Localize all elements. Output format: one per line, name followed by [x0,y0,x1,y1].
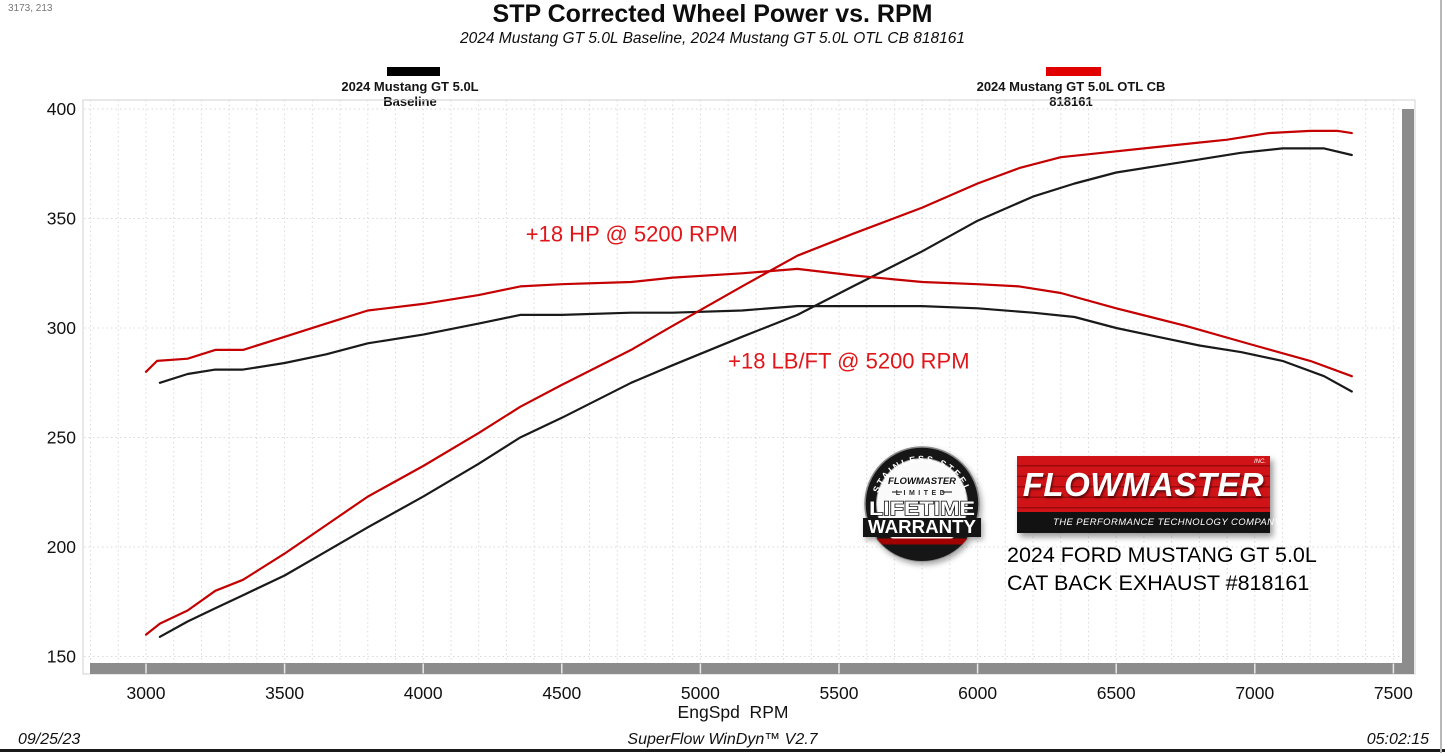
cursor-coords-readout: 3173, 213 [8,3,53,14]
y-tick-label: 350 [47,209,76,229]
x-tick-label: 5000 [681,683,720,703]
x-axis-tick-notch [838,663,840,674]
x-tick-label: 3000 [127,683,166,703]
curve-1 [158,305,1353,393]
bottom-border-rule [0,749,1445,752]
badge-flowmaster-script: FLOWMASTER [888,476,956,487]
y-tick-label: 400 [47,99,76,119]
footer-date: 09/25/23 [18,731,81,748]
x-axis-tick-notch [145,663,147,674]
badge-lifetime-text: LIFETIME [869,498,975,520]
x-axis-tick-notch [283,663,286,674]
product-text-line2: CAT BACK EXHAUST #818161 [1007,571,1310,595]
annotation-hp-gain: +18 HP @ 5200 RPM [525,221,738,247]
flowmaster-logo-red-field: FLOWMASTER INC. [1017,456,1270,512]
x-axis-bar [90,663,1414,674]
x-tick-label: 6500 [1097,683,1136,703]
badge-warranty-text: WARRANTY [868,517,976,537]
x-axis-tick-notch [976,663,979,674]
x-axis-tick-notch [561,663,563,674]
flowmaster-logo-tagline-band: THE PERFORMANCE TECHNOLOGY COMPANY [1017,512,1281,533]
flowmaster-logo-inc: INC. [1254,459,1266,465]
x-tick-label: 7000 [1235,683,1274,703]
curve-2 [144,129,1353,636]
y-tick-label: 300 [47,318,76,338]
badge-limited-text: LIMITED [896,490,949,497]
chart-subtitle: 2024 Mustang GT 5.0L Baseline, 2024 Must… [460,30,965,47]
x-axis-tick-notch [1115,663,1117,674]
footer-time: 05:02:15 [1366,731,1429,748]
x-tick-label: 4000 [404,683,443,703]
x-tick-label: 5500 [820,683,859,703]
lifetime-warranty-badge-icon: STAINLESS STEEL FLOWMASTER LIMITED LIFET… [863,446,981,562]
x-tick-label: 4500 [542,683,581,703]
curve-3 [144,267,1353,378]
flowmaster-logo-wordmark: FLOWMASTER [1022,465,1265,503]
y-tick-label: 150 [47,647,76,667]
y-tick-label: 250 [47,428,76,448]
product-text-line1: 2024 FORD MUSTANG GT 5.0L [1007,543,1317,567]
annotation-torque-gain: +18 LB/FT @ 5200 RPM [728,348,970,374]
flowmaster-logo-tagline: THE PERFORMANCE TECHNOLOGY COMPANY [1053,517,1282,528]
x-axis-tick-notch [1392,663,1395,674]
x-axis-tick-notch [422,663,424,674]
footer-software-version: SuperFlow WinDyn™ V2.7 [627,731,818,748]
flowmaster-logo: FLOWMASTER INC. THE PERFORMANCE TECHNOLO… [1017,456,1281,533]
legend-label-otl: 2024 Mustang GT 5.0L OTL CB 818161 [976,79,1166,109]
legend-swatch-baseline [387,67,440,76]
x-tick-label: 6000 [958,683,997,703]
curve-0 [158,147,1353,638]
x-tick-label: 7500 [1374,683,1413,703]
x-axis-title: EngSpd RPM [677,702,789,722]
x-tick-label: 3500 [265,683,304,703]
legend-swatch-otl [1046,67,1101,76]
y-tick-label: 200 [47,537,76,557]
y-axis-bar [1402,109,1414,674]
x-axis-tick-notch [1254,663,1256,674]
x-axis-tick-notch [699,663,702,674]
chart-title: STP Corrected Wheel Power vs. RPM [492,0,933,28]
window-right-edge [1440,0,1442,753]
